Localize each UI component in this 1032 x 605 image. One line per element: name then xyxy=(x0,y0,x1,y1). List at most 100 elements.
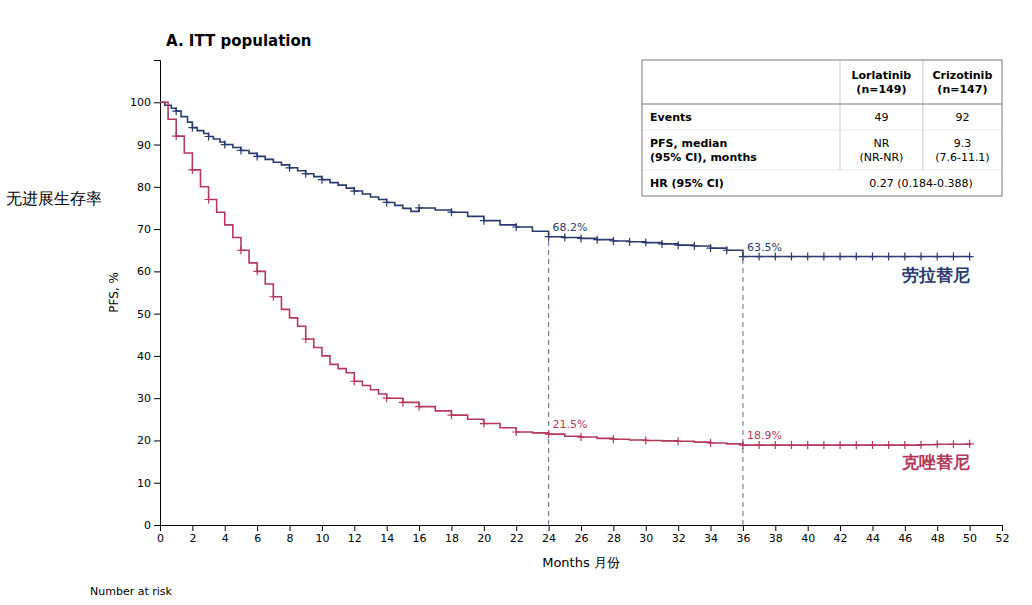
x-tick: 12 xyxy=(348,525,362,545)
y-tick-mark xyxy=(154,483,160,484)
table-row-label: (95% CI), months xyxy=(650,151,757,164)
censor-mark xyxy=(836,253,844,261)
censor-mark xyxy=(593,236,601,244)
y-tick: 20 xyxy=(137,434,160,447)
censor-mark xyxy=(237,246,245,254)
censor-mark xyxy=(415,204,423,212)
censor-mark xyxy=(642,239,650,247)
censor-mark xyxy=(302,335,310,343)
censor-mark xyxy=(269,293,277,301)
chart: 0246810121416182022242628303234363840424… xyxy=(0,0,1032,605)
censor-mark xyxy=(545,233,553,241)
censor-mark xyxy=(237,146,245,154)
censor-mark xyxy=(690,242,698,250)
inset-table: Lorlatinib(n=149)Crizotinib(n=147)Events… xyxy=(642,60,1002,196)
table-header: Lorlatinib xyxy=(852,69,912,82)
censor-mark xyxy=(707,439,715,447)
y-tick-mark xyxy=(154,398,160,399)
y-tick-label: 0 xyxy=(144,519,151,532)
x-tick-mark xyxy=(840,525,841,531)
y-tick: 50 xyxy=(137,308,160,321)
y-tick-mark xyxy=(154,525,160,526)
table-divider xyxy=(840,60,841,130)
y-tick-mark xyxy=(154,314,160,315)
table-cell: 49 xyxy=(874,111,888,124)
x-tick-label: 6 xyxy=(254,532,261,545)
censor-mark xyxy=(205,196,213,204)
x-tick: 14 xyxy=(380,525,394,545)
censor-mark xyxy=(609,237,617,245)
x-tick: 8 xyxy=(287,525,294,545)
x-tick-mark xyxy=(516,525,517,531)
table-divider xyxy=(922,60,923,130)
censor-mark xyxy=(868,441,876,449)
x-tick: 4 xyxy=(222,525,229,545)
table-row-label: PFS, median xyxy=(650,137,727,150)
censor-mark xyxy=(933,440,941,448)
title: A. ITT population xyxy=(166,32,311,50)
y-tick: 60 xyxy=(137,265,160,278)
table-cell: 0.27 (0.184-0.388) xyxy=(869,177,973,190)
y-tick-mark xyxy=(154,187,160,188)
y-tick-label: 40 xyxy=(137,350,151,363)
censor-mark xyxy=(512,428,520,436)
table-rule xyxy=(642,170,1002,171)
censor-mark xyxy=(723,246,731,254)
censor-mark xyxy=(804,253,812,261)
x-tick-label: 10 xyxy=(315,532,329,545)
censor-mark xyxy=(286,164,294,172)
annotation: 21.5% xyxy=(553,418,588,431)
y-tick-label: 70 xyxy=(137,223,151,236)
annotation: 63.5% xyxy=(747,241,782,254)
y-tick-mark xyxy=(154,356,160,357)
y-axis-title: PFS, % xyxy=(107,272,121,313)
censor-mark xyxy=(707,244,715,252)
y-tick: 100 xyxy=(130,96,160,109)
censor-mark xyxy=(350,377,358,385)
censor-mark xyxy=(642,436,650,444)
x-tick-mark xyxy=(743,525,744,531)
censor-mark xyxy=(253,152,261,160)
y-tick-mark xyxy=(154,271,160,272)
x-tick-mark xyxy=(290,525,291,531)
censor-mark xyxy=(674,437,682,445)
annotation: 18.9% xyxy=(747,429,782,442)
censor-mark xyxy=(447,208,455,216)
x-tick: 38 xyxy=(769,525,783,545)
x-tick-mark xyxy=(775,525,776,531)
x-tick-label: 40 xyxy=(801,532,815,545)
x-tick-label: 0 xyxy=(157,532,164,545)
y-tick-label: 80 xyxy=(137,181,151,194)
y-tick: 40 xyxy=(137,350,160,363)
x-tick-label: 52 xyxy=(996,532,1010,545)
annotation: 68.2% xyxy=(553,221,588,234)
x-tick: 22 xyxy=(510,525,524,545)
censor-mark xyxy=(901,441,909,449)
series-label: 劳拉替尼 xyxy=(902,265,970,285)
x-tick-label: 30 xyxy=(639,532,653,545)
y-tick-label: 90 xyxy=(137,139,151,152)
censor-mark xyxy=(545,430,553,438)
y-axis-line xyxy=(154,61,161,526)
censor-mark xyxy=(771,253,779,261)
censor-mark xyxy=(188,166,196,174)
x-tick-mark xyxy=(192,525,193,531)
censor-mark xyxy=(917,441,925,449)
x-tick-label: 2 xyxy=(189,532,196,545)
y-tick-mark xyxy=(154,229,160,230)
table-cell: 9.3 xyxy=(954,137,972,150)
x-tick-label: 12 xyxy=(348,532,362,545)
y-tick: 0 xyxy=(144,519,160,532)
x-tick: 6 xyxy=(254,525,261,545)
x-tick-label: 22 xyxy=(510,532,524,545)
censor-mark xyxy=(885,441,893,449)
x-tick-mark xyxy=(646,525,647,531)
x-tick: 40 xyxy=(801,525,815,545)
y-axis-title-chinese: 无进展生存率 xyxy=(6,189,102,208)
x-tick: 48 xyxy=(931,525,945,545)
table-cell: (NR-NR) xyxy=(859,151,903,164)
y-tick-mark xyxy=(154,145,160,146)
censor-mark xyxy=(480,420,488,428)
x-tick-mark xyxy=(872,525,873,531)
x-tick-label: 4 xyxy=(222,532,229,545)
